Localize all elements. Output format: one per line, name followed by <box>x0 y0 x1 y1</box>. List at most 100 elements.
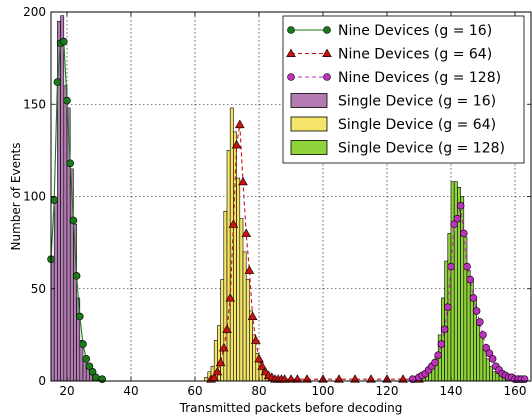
histogram-bar <box>63 85 68 382</box>
series-marker <box>69 216 78 225</box>
histogram-bars <box>50 15 509 382</box>
series-marker <box>287 26 295 34</box>
legend-label: Nine Devices (g = 64) <box>338 47 492 63</box>
series-marker <box>434 351 443 359</box>
series-marker <box>279 374 290 383</box>
series-marker <box>53 78 62 86</box>
histogram-bar <box>495 373 500 382</box>
series-marker <box>50 196 59 204</box>
series-marker <box>98 375 106 383</box>
legend: Nine Devices (g = 16) Nine Devices (g = 6… <box>282 15 525 164</box>
series-marker <box>59 37 68 46</box>
y-tick-label: 0 <box>38 374 46 388</box>
histogram-bar <box>229 107 234 382</box>
series-marker <box>437 340 446 348</box>
histogram-bar <box>249 310 253 382</box>
series-marker <box>254 353 264 363</box>
series-marker <box>238 176 248 186</box>
series-marker <box>82 355 90 363</box>
histogram-bar <box>466 269 471 382</box>
series-marker <box>431 358 439 367</box>
series-marker <box>453 214 462 223</box>
x-tick-label: 40 <box>123 384 138 398</box>
series-marker <box>247 311 258 320</box>
series-marker <box>334 374 344 383</box>
histogram-bar <box>460 196 465 382</box>
series-marker <box>302 374 312 383</box>
series-marker <box>472 307 481 315</box>
x-tick-label: 100 <box>312 384 335 398</box>
series-marker <box>241 228 252 237</box>
series-marker <box>79 340 87 348</box>
legend-patch <box>290 93 328 108</box>
histogram-bar <box>239 218 244 382</box>
axis-ticks: 20 40 60 80 100 120 140 160 0 50 100 150 200 <box>23 5 531 398</box>
series-marker <box>292 374 303 383</box>
y-tick-label: 150 <box>23 97 46 111</box>
legend-label: Single Device (g = 64) <box>338 117 496 133</box>
x-axis-label: Transmitted packets before decoding <box>179 401 403 415</box>
legend-label: Single Device (g = 128) <box>338 141 505 157</box>
x-tick-label: 60 <box>187 384 202 398</box>
series-marker <box>222 324 232 333</box>
series-marker <box>488 355 497 363</box>
series-marker <box>456 201 465 210</box>
series-marker <box>225 293 236 302</box>
histogram-bar <box>242 251 247 382</box>
series-marker <box>76 312 84 321</box>
x-tick-label: 120 <box>376 384 399 398</box>
histogram-bar <box>204 377 209 382</box>
y-tick-label: 200 <box>23 5 46 19</box>
series-marker <box>257 361 268 370</box>
series-marker <box>63 96 71 105</box>
series-marker <box>475 318 484 326</box>
x-tick-label: 140 <box>440 384 463 398</box>
series-marker <box>469 294 478 302</box>
legend-patch <box>290 116 328 132</box>
histogram-bar <box>485 358 490 382</box>
series-marker <box>350 374 360 383</box>
series-marker <box>322 48 332 58</box>
histogram-bar <box>450 181 455 382</box>
legend-patch <box>290 140 328 155</box>
y-axis-label: Number of Events <box>9 142 23 250</box>
series-marker <box>366 374 376 383</box>
series-marker <box>323 73 331 81</box>
series-marker <box>234 119 245 129</box>
histogram-bar <box>489 365 493 382</box>
legend-box <box>282 15 525 164</box>
histogram-bar <box>60 15 65 382</box>
legend-label: Single Device (g = 16) <box>338 94 496 110</box>
series-marker <box>286 48 296 58</box>
series-marker <box>92 373 100 382</box>
series-marker <box>286 374 296 383</box>
series-marker <box>463 262 471 271</box>
series-marker <box>231 139 242 149</box>
series-marker <box>66 159 74 168</box>
legend-label: Nine Devices (g = 128) <box>338 70 501 86</box>
x-tick-label: 20 <box>59 384 74 398</box>
histogram-bar <box>53 199 58 382</box>
histogram-bar <box>492 371 497 382</box>
histogram-bar <box>453 181 458 382</box>
series-marker <box>228 219 239 228</box>
series-marker <box>443 303 452 312</box>
y-tick-label: 50 <box>31 282 46 296</box>
histogram-bar <box>479 334 484 382</box>
series-marker <box>440 325 449 334</box>
legend-label: Nine Devices (g = 16) <box>338 23 492 39</box>
histogram-bar <box>245 279 250 382</box>
series-marker <box>479 331 487 339</box>
series-marker <box>398 374 408 383</box>
series-marker <box>520 375 529 383</box>
series-marker <box>287 73 295 81</box>
histogram-bar <box>223 210 228 382</box>
series-marker <box>212 366 223 376</box>
series-marker <box>447 262 455 271</box>
series-marker <box>72 272 81 280</box>
histogram-bar <box>226 150 231 382</box>
x-tick-label: 160 <box>504 384 527 398</box>
y-tick-label: 100 <box>23 190 46 204</box>
x-tick-label: 80 <box>251 384 266 398</box>
